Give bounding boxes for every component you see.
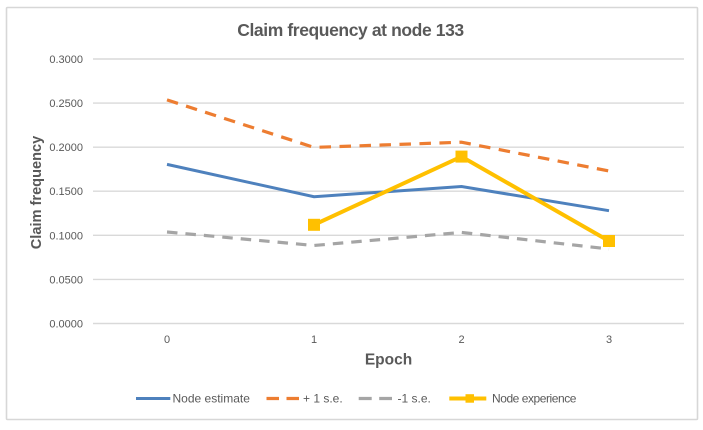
svg-text:0.0500: 0.0500 [49, 274, 83, 286]
svg-text:1: 1 [311, 334, 317, 346]
svg-text:0.0000: 0.0000 [49, 319, 83, 331]
svg-text:2: 2 [458, 334, 464, 346]
svg-text:0.1500: 0.1500 [49, 186, 83, 198]
svg-text:-1 s.e.: -1 s.e. [398, 392, 431, 406]
svg-text:0.1000: 0.1000 [49, 230, 83, 242]
svg-text:Claim frequency: Claim frequency [29, 135, 45, 249]
svg-text:+ 1 s.e.: + 1 s.e. [303, 392, 343, 406]
svg-text:Claim frequency at node 133: Claim frequency at node 133 [237, 20, 464, 40]
svg-text:Node estimate: Node estimate [173, 392, 251, 406]
svg-text:0.2000: 0.2000 [49, 142, 83, 154]
svg-text:0: 0 [164, 334, 170, 346]
svg-text:Node experience: Node experience [492, 392, 577, 406]
svg-text:3: 3 [606, 334, 612, 346]
svg-text:0.2500: 0.2500 [49, 98, 83, 110]
svg-text:Epoch: Epoch [365, 352, 412, 369]
svg-text:0.3000: 0.3000 [49, 54, 83, 66]
